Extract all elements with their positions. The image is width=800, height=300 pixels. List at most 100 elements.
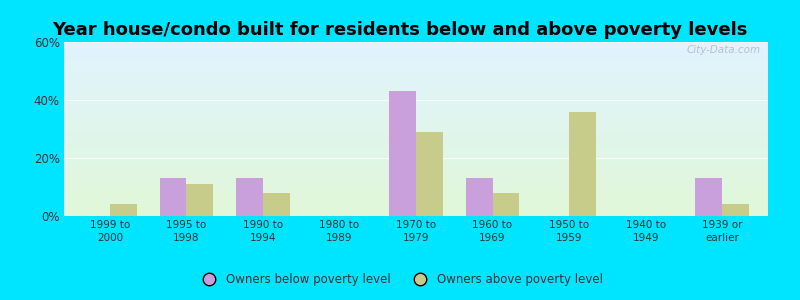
Bar <box>110 204 137 216</box>
Bar <box>64 206 768 207</box>
Bar <box>64 130 768 131</box>
Bar <box>64 79 768 80</box>
Bar <box>64 202 768 203</box>
Bar <box>64 167 768 168</box>
Bar <box>64 78 768 79</box>
Bar <box>64 85 768 86</box>
Bar <box>64 109 768 110</box>
Bar <box>64 80 768 81</box>
Bar <box>64 126 768 127</box>
Bar <box>64 42 768 43</box>
Bar <box>64 122 768 123</box>
Bar <box>64 77 768 78</box>
Bar <box>64 106 768 107</box>
Bar <box>64 187 768 188</box>
Bar <box>64 204 768 205</box>
Bar <box>64 158 768 159</box>
Bar <box>64 89 768 90</box>
Bar <box>64 215 768 216</box>
Bar <box>64 194 768 195</box>
Bar <box>64 65 768 66</box>
Bar <box>64 123 768 124</box>
Bar <box>64 159 768 160</box>
Bar <box>64 144 768 145</box>
Bar <box>64 166 768 167</box>
Bar <box>64 94 768 95</box>
Bar <box>64 190 768 191</box>
Bar <box>64 60 768 61</box>
Bar <box>64 57 768 58</box>
Bar <box>64 209 768 210</box>
Bar <box>64 69 768 70</box>
Bar <box>263 193 290 216</box>
Text: Year house/condo built for residents below and above poverty levels: Year house/condo built for residents bel… <box>52 21 748 39</box>
Bar <box>64 151 768 152</box>
Bar <box>64 178 768 179</box>
Bar <box>64 161 768 162</box>
Bar <box>64 139 768 140</box>
Bar <box>64 120 768 121</box>
Bar <box>64 112 768 113</box>
Bar <box>64 87 768 88</box>
Bar <box>64 129 768 130</box>
Bar <box>64 155 768 156</box>
Bar <box>64 102 768 103</box>
Bar <box>416 132 442 216</box>
Bar <box>64 116 768 117</box>
Bar <box>390 91 416 216</box>
Bar <box>64 152 768 153</box>
Bar <box>64 95 768 96</box>
Bar <box>64 184 768 185</box>
Bar <box>64 50 768 51</box>
Bar <box>64 127 768 128</box>
Bar <box>64 157 768 158</box>
Bar <box>64 150 768 151</box>
Bar <box>64 211 768 212</box>
Bar <box>64 145 768 146</box>
Bar <box>64 93 768 94</box>
Bar <box>64 110 768 111</box>
Bar <box>64 98 768 99</box>
Bar <box>64 210 768 211</box>
Bar <box>64 115 768 116</box>
Bar <box>64 131 768 132</box>
Bar <box>64 197 768 198</box>
Bar <box>64 143 768 144</box>
Bar <box>64 92 768 93</box>
Bar <box>64 58 768 59</box>
Bar <box>64 185 768 186</box>
Bar <box>64 53 768 54</box>
Bar <box>64 141 768 142</box>
Bar <box>64 75 768 76</box>
Bar <box>64 45 768 46</box>
Bar <box>64 103 768 104</box>
Bar <box>64 189 768 190</box>
Bar <box>64 124 768 125</box>
Legend: Owners below poverty level, Owners above poverty level: Owners below poverty level, Owners above… <box>193 269 607 291</box>
Bar <box>64 68 768 69</box>
Bar <box>64 61 768 62</box>
Bar <box>64 174 768 175</box>
Bar <box>64 181 768 182</box>
Bar <box>64 205 768 206</box>
Bar <box>64 125 768 126</box>
Bar <box>64 173 768 174</box>
Bar <box>64 132 768 133</box>
Bar <box>64 180 768 181</box>
Bar <box>493 193 519 216</box>
Bar <box>64 52 768 53</box>
Bar <box>64 201 768 202</box>
Bar <box>64 104 768 105</box>
Bar <box>64 66 768 67</box>
Bar <box>64 82 768 83</box>
Bar <box>569 112 596 216</box>
Bar <box>64 160 768 161</box>
Bar <box>64 67 768 68</box>
Bar <box>64 213 768 214</box>
Bar <box>64 47 768 48</box>
Bar <box>64 214 768 215</box>
Bar <box>64 136 768 137</box>
Bar <box>64 88 768 89</box>
Bar <box>64 91 768 92</box>
Bar <box>64 153 768 154</box>
